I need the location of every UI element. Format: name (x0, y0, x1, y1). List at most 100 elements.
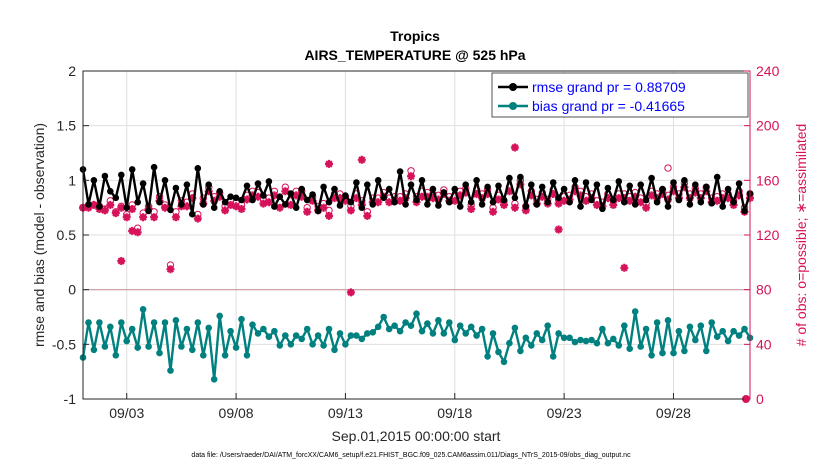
rmse-point (353, 179, 360, 186)
rmse-point (588, 196, 595, 204)
bias-point (336, 330, 344, 337)
bias-point (642, 325, 650, 333)
obs-assimilated-marker (281, 187, 290, 196)
rmse-point (653, 198, 661, 206)
obs-assimilated-marker (161, 203, 169, 212)
axis-ticks: 09/03 09/08 09/13 09/18 09/23 09/28 -1 -0.5 0 0.5… (52, 63, 780, 421)
obs-assimilated-marker (483, 190, 492, 198)
bias-point (626, 345, 633, 353)
rmse-point (358, 204, 366, 211)
bias-point (462, 330, 470, 337)
obs-assimilated-marker (259, 199, 268, 208)
obs-assimilated-marker (122, 213, 131, 222)
bias-point (161, 319, 169, 326)
rmse-point (719, 203, 726, 210)
y-tick-label: 1.5 (57, 118, 77, 134)
rmse-point (440, 189, 448, 196)
rmse-point (522, 203, 530, 210)
rmse-point (528, 181, 535, 188)
obs-assimilated-marker (166, 265, 175, 274)
rmse-point (347, 198, 355, 206)
obs-assimilated-marker (150, 213, 159, 222)
rmse-point (107, 188, 114, 195)
rmse-point (429, 185, 437, 193)
bias-point (134, 344, 141, 351)
bias-point (615, 342, 623, 349)
rmse-point (670, 179, 677, 186)
bias-point (314, 332, 322, 339)
rmse-point (642, 196, 650, 204)
rmse-point (292, 204, 300, 211)
legend: rmse grand pr = 0.88709 bias grand pr = … (491, 72, 749, 118)
bias-point (495, 348, 502, 356)
rmse-point (593, 181, 601, 188)
obs-assimilated-marker (664, 195, 672, 204)
rmse-point (571, 177, 579, 184)
bias-point (593, 339, 601, 347)
obs-assimilated-marker (489, 207, 497, 216)
bias-point (238, 315, 245, 323)
obs-assimilated-marker (346, 206, 355, 215)
obs-assimilated-marker (702, 187, 711, 196)
rmse-point (265, 178, 273, 185)
x-tick-label: 09/23 (547, 405, 582, 421)
obs-assimilated-marker (576, 191, 585, 200)
x-tick-label: 09/18 (437, 405, 472, 421)
y-axis-label: rmse and bias (model - observation) (31, 123, 47, 347)
obs-assimilated-marker (319, 203, 328, 212)
bias-point (276, 342, 284, 349)
rmse-point (604, 184, 612, 192)
bias-point (172, 317, 180, 324)
x-tick-label: 09/28 (656, 405, 691, 421)
bias-point (123, 337, 130, 345)
rmse-point (227, 193, 234, 200)
bias-point (473, 332, 480, 339)
obs-assimilated-marker (385, 198, 394, 207)
rmse-point (577, 203, 584, 210)
rmse-point (478, 201, 486, 208)
bias-point (156, 349, 163, 357)
rmse-point (686, 201, 694, 208)
rmse-point (183, 181, 191, 188)
rmse-point (200, 201, 207, 208)
obs-assimilated-marker (215, 192, 224, 201)
y-tick-label: 0 (68, 282, 76, 298)
bias-point (703, 347, 710, 355)
obs-assimilated-marker (554, 199, 563, 208)
rmse-point (610, 196, 617, 204)
bias-point (364, 330, 371, 337)
footnote: data file: /Users/raeder/DAI/ATM_forcXX/… (191, 452, 631, 459)
rmse-point (615, 178, 623, 185)
rmse-point (161, 177, 169, 184)
obs-assimilated-marker (106, 200, 115, 209)
obs-assimilated-marker (226, 200, 235, 209)
bias-point (653, 319, 661, 326)
rmse-point (342, 192, 349, 199)
obs-assimilated-marker (636, 198, 645, 207)
legend-bias-label: bias grand pr = -0.41665 (532, 98, 685, 114)
x-axis-label: Sep.01,2015 00:00:00 start (332, 428, 501, 444)
bias-point (500, 358, 508, 366)
obs-assimilated-marker (357, 155, 366, 164)
bias-point (407, 322, 415, 330)
obs-assimilated-marker (549, 190, 558, 198)
rmse-point (664, 203, 672, 210)
rmse-point (626, 182, 633, 190)
bias-point (396, 327, 404, 335)
obs-assimilated-marker (193, 214, 202, 223)
rmse-point (599, 205, 606, 213)
rmse-point (145, 207, 152, 215)
rmse-point (424, 201, 431, 208)
bias-point (708, 319, 715, 326)
bias-point (101, 343, 109, 350)
rmse-point (703, 183, 710, 191)
obs-assimilated-marker (363, 211, 372, 220)
bias-point (631, 308, 639, 315)
obs-assimilated-marker (478, 194, 487, 203)
rmse-point (118, 171, 125, 179)
bias-point (467, 323, 475, 331)
rmse-point (232, 194, 240, 202)
obs-assimilated-marker (527, 191, 536, 200)
bias-point (96, 319, 103, 326)
rmse-point (287, 190, 295, 197)
